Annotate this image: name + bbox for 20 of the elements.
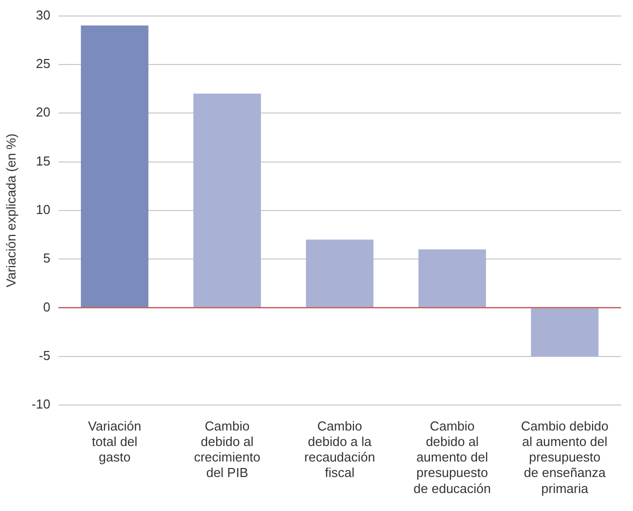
y-tick-label: 25 — [36, 56, 50, 72]
y-tick-label: 15 — [36, 153, 50, 168]
x-tick-label: Cambio debido al aumento del presupuesto de educación — [414, 418, 491, 496]
y-tick-label: -5 — [38, 348, 50, 363]
y-tick-label: -10 — [32, 396, 50, 412]
y-tick-label: 0 — [43, 299, 50, 314]
x-tick-label: Cambio debido al crecimiento del PIB — [194, 418, 260, 480]
y-tick-label: 10 — [36, 202, 50, 217]
bar — [193, 94, 261, 308]
x-tick-label: Cambio debido a la recaudación fiscal — [304, 418, 376, 480]
y-axis-title: Variación explicada (en %) — [3, 134, 18, 288]
x-tick-label: Variación total del gasto — [88, 418, 142, 465]
y-tick-label: 20 — [36, 104, 50, 120]
y-tick-label: 30 — [36, 7, 50, 22]
bar — [418, 249, 486, 308]
x-tick-label: Cambio debido al aumento del presupuesto de enseñanza primaria — [521, 418, 608, 496]
bar — [80, 26, 148, 308]
bar — [306, 240, 374, 308]
bar — [530, 308, 598, 356]
y-tick-label: 5 — [43, 250, 50, 266]
